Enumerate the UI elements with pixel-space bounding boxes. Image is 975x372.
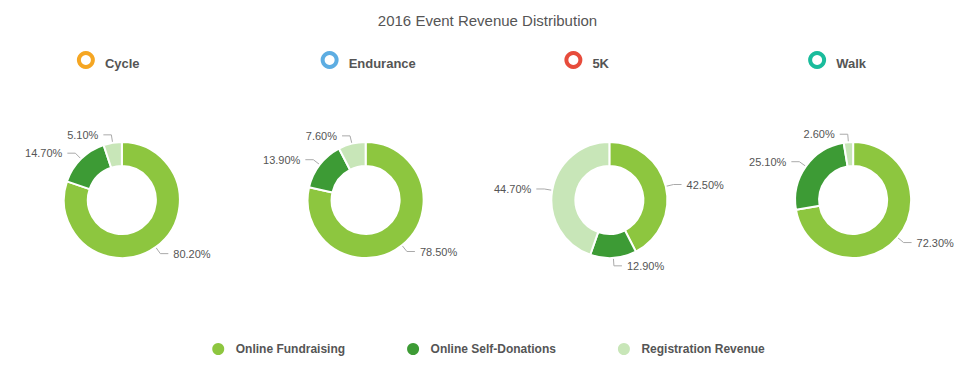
svg-text:5.10%: 5.10% (67, 129, 98, 141)
svg-text:5K: 5K (592, 56, 609, 71)
svg-text:2.60%: 2.60% (804, 128, 835, 140)
svg-text:14.70%: 14.70% (25, 147, 63, 159)
svg-text:13.90%: 13.90% (263, 154, 301, 166)
svg-text:80.20%: 80.20% (173, 248, 211, 260)
svg-text:Registration Revenue: Registration Revenue (641, 342, 765, 356)
svg-text:12.90%: 12.90% (627, 260, 665, 272)
svg-text:Endurance: Endurance (349, 56, 416, 71)
svg-text:Walk: Walk (836, 56, 867, 71)
svg-text:42.50%: 42.50% (687, 179, 725, 191)
svg-text:Cycle: Cycle (105, 56, 140, 71)
svg-text:72.30%: 72.30% (917, 237, 955, 249)
svg-text:7.60%: 7.60% (306, 130, 337, 142)
svg-text:Online Fundraising: Online Fundraising (236, 342, 345, 356)
svg-text:Online Self-Donations: Online Self-Donations (431, 342, 557, 356)
svg-text:78.50%: 78.50% (420, 246, 458, 258)
svg-text:25.10%: 25.10% (749, 156, 787, 168)
svg-text:2016 Event Revenue Distributio: 2016 Event Revenue Distribution (378, 12, 597, 29)
svg-text:44.70%: 44.70% (494, 183, 532, 195)
